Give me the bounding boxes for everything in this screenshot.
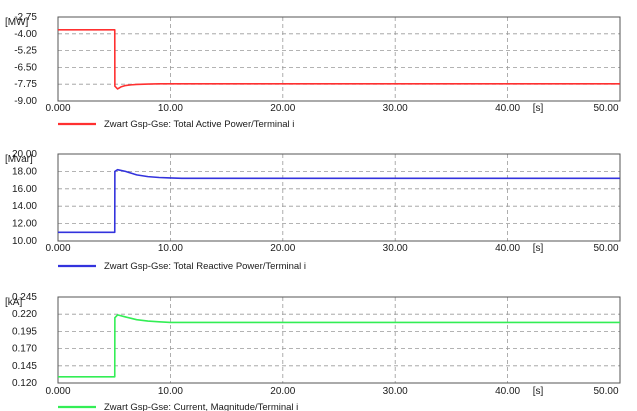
active-power-x-unit-label: [s] xyxy=(533,103,544,114)
reactive-power-unit-label: [Mvar] xyxy=(5,154,33,165)
active-power-panel: [MW] [s] -2.75 -4.00 -5.25 -6.50 -7.75 -… xyxy=(5,12,621,130)
reactive-power-y-tick-label: 16.00 xyxy=(12,184,37,195)
current-magnitude-y-tick-label: 0.145 xyxy=(12,361,37,372)
current-magnitude-panel: [kA] [s] 0.245 0.220 0.195 0.170 0.145 0… xyxy=(5,292,621,411)
current-magnitude-x-tick-label: 0.000 xyxy=(45,386,70,397)
reactive-power-y-tick-label: 18.00 xyxy=(12,166,37,177)
reactive-power-x-tick-label: 20.00 xyxy=(270,243,295,254)
reactive-power-y-tick-label: 12.00 xyxy=(12,219,37,230)
active-power-x-tick-label: 40.00 xyxy=(495,103,520,114)
current-magnitude-x-tick-label: 30.00 xyxy=(383,386,408,397)
active-power-y-tick-label: -4.00 xyxy=(14,29,37,40)
reactive-power-grid xyxy=(58,154,620,241)
reactive-power-y-tick-label: 14.00 xyxy=(12,201,37,212)
current-magnitude-plot-frame xyxy=(57,296,621,384)
current-magnitude-y-tick-label: 0.245 xyxy=(12,292,37,303)
reactive-power-x-unit-label: [s] xyxy=(533,243,544,254)
active-power-grid xyxy=(58,17,620,101)
reactive-power-x-tick-label: 40.00 xyxy=(495,243,520,254)
active-power-x-tick-label: 30.00 xyxy=(383,103,408,114)
reactive-power-series-line xyxy=(58,168,620,234)
current-magnitude-legend: Zwart Gsp-Gse: Current, Magnitude/Termin… xyxy=(58,402,298,411)
current-magnitude-x-tick-labels: 0.000 10.00 20.00 30.00 40.00 50.00 xyxy=(45,386,618,397)
active-power-y-tick-label: -2.75 xyxy=(14,12,37,23)
active-power-x-tick-label: 20.00 xyxy=(270,103,295,114)
active-power-plot-frame xyxy=(57,16,621,102)
current-magnitude-legend-label: Zwart Gsp-Gse: Current, Magnitude/Termin… xyxy=(104,402,298,411)
active-power-y-tick-label: -6.50 xyxy=(14,62,37,73)
current-magnitude-x-tick-label: 40.00 xyxy=(495,386,520,397)
current-magnitude-y-tick-label: 0.120 xyxy=(12,378,37,389)
active-power-y-tick-labels: -2.75 -4.00 -5.25 -6.50 -7.75 -9.00 xyxy=(14,12,37,107)
current-magnitude-series-line xyxy=(58,314,620,378)
reactive-power-legend: Zwart Gsp-Gse: Total Reactive Power/Term… xyxy=(58,261,306,272)
current-magnitude-y-tick-labels: 0.245 0.220 0.195 0.170 0.145 0.120 xyxy=(12,292,37,389)
active-power-series-line xyxy=(58,28,620,90)
current-magnitude-x-unit-label: [s] xyxy=(533,386,544,397)
active-power-unit-label: [MW] xyxy=(5,17,29,28)
reactive-power-y-tick-label: 10.00 xyxy=(12,236,37,247)
active-power-y-tick-label: -5.25 xyxy=(14,46,37,57)
reactive-power-x-tick-labels: 0.000 10.00 20.00 30.00 40.00 50.00 xyxy=(45,243,618,254)
reactive-power-x-tick-label: 30.00 xyxy=(383,243,408,254)
active-power-y-tick-label: -9.00 xyxy=(14,96,37,107)
active-power-x-tick-label: 0.000 xyxy=(45,103,70,114)
reactive-power-y-tick-label: 20.00 xyxy=(12,149,37,160)
reactive-power-x-tick-label: 50.00 xyxy=(593,243,618,254)
current-magnitude-x-tick-label: 20.00 xyxy=(270,386,295,397)
active-power-x-tick-label: 50.00 xyxy=(593,103,618,114)
current-magnitude-y-tick-label: 0.195 xyxy=(12,326,37,337)
reactive-power-x-tick-label: 0.000 xyxy=(45,243,70,254)
reactive-power-panel: [Mvar] [s] 20.00 18.00 16.00 14.00 12.00… xyxy=(5,149,621,272)
active-power-y-tick-label: -7.75 xyxy=(14,79,37,90)
reactive-power-legend-label: Zwart Gsp-Gse: Total Reactive Power/Term… xyxy=(104,261,306,272)
current-magnitude-y-tick-label: 0.170 xyxy=(12,344,37,355)
current-magnitude-x-tick-label: 50.00 xyxy=(593,386,618,397)
active-power-x-tick-labels: 0.000 10.00 20.00 30.00 40.00 50.00 xyxy=(45,103,618,114)
reactive-power-y-tick-labels: 20.00 18.00 16.00 14.00 12.00 10.00 xyxy=(12,149,37,247)
reactive-power-x-tick-label: 10.00 xyxy=(158,243,183,254)
reactive-power-plot-frame xyxy=(57,153,621,242)
current-magnitude-unit-label: [kA] xyxy=(5,297,22,308)
current-magnitude-x-tick-label: 10.00 xyxy=(158,386,183,397)
current-magnitude-y-tick-label: 0.220 xyxy=(12,309,37,320)
current-magnitude-grid xyxy=(58,297,620,383)
active-power-x-tick-label: 10.00 xyxy=(158,103,183,114)
active-power-legend-label: Zwart Gsp-Gse: Total Active Power/Termin… xyxy=(104,119,294,130)
active-power-legend: Zwart Gsp-Gse: Total Active Power/Termin… xyxy=(58,119,294,130)
